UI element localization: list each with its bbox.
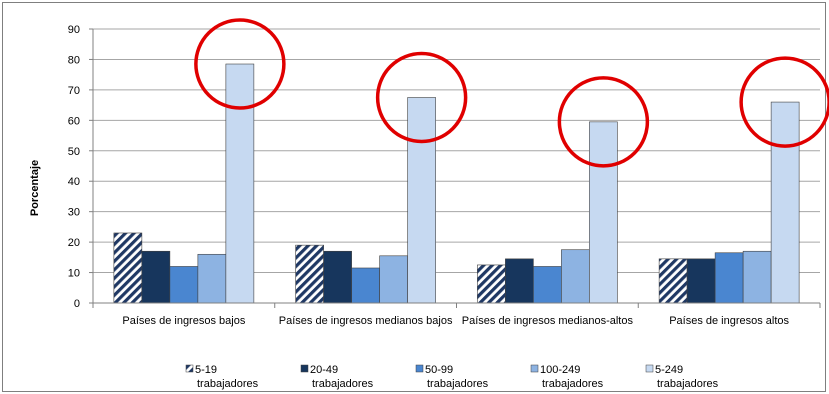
bar-5-19-trabajadores-2 (477, 264, 506, 304)
legend-swatch (415, 364, 424, 373)
bar-20-49-trabajadores-3 (686, 258, 716, 304)
legend-label: trabajadores (542, 378, 604, 390)
x-tick-label: Países de ingresos medianos-altos (462, 315, 634, 327)
y-tick-label: 90 (68, 24, 80, 36)
y-tick-label: 10 (68, 268, 80, 280)
y-tick-label: 0 (74, 298, 80, 310)
highlight-circles (194, 18, 829, 168)
y-axis-label: Porcentaje (29, 160, 41, 216)
highlight-circle (194, 18, 286, 110)
highlight-circle (557, 76, 650, 168)
bar-100-249-trabajadores-0 (197, 253, 227, 304)
legend-label: trabajadores (657, 378, 719, 390)
bar-5-249-trabajadores-2 (589, 121, 618, 304)
y-tick-label: 80 (68, 54, 80, 66)
bar-5-249-trabajadores-0 (225, 63, 255, 304)
bars (113, 63, 800, 304)
legend-swatch (645, 364, 654, 373)
bar-5-249-trabajadores-3 (770, 101, 800, 304)
legend-item: 50-99 trabajadores (415, 364, 489, 390)
y-tick-label: 30 (68, 207, 80, 219)
legend-item: 100-249 trabajadores (530, 364, 604, 390)
legend-label: 50-99 (425, 364, 453, 376)
bar-20-49-trabajadores-0 (141, 250, 171, 304)
x-axis-ticks: Países de ingresos bajos Países de ingres… (92, 303, 821, 327)
y-tick-label: 50 (68, 146, 80, 158)
bar-100-249-trabajadores-1 (379, 255, 408, 304)
y-tick-label: 70 (68, 85, 80, 97)
legend-item: 5-249 trabajadores (645, 364, 719, 390)
legend-swatch (530, 364, 539, 373)
bar-50-99-trabajadores-0 (169, 266, 199, 304)
bar-50-99-trabajadores-3 (714, 252, 744, 304)
bar-5-249-trabajadores-1 (407, 97, 436, 304)
legend-swatch (300, 364, 309, 373)
legend-label: trabajadores (427, 378, 489, 390)
y-tick-label: 60 (68, 115, 80, 127)
x-tick-label: Países de ingresos medianos bajos (279, 315, 453, 327)
bar-100-249-trabajadores-3 (742, 250, 772, 304)
legend: 5-19 trabajadores 20-49 trabajadores 50-99 tr… (185, 364, 719, 390)
legend-label: trabajadores (312, 378, 374, 390)
highlight-circle (375, 51, 468, 144)
legend-label: 5-249 (655, 364, 683, 376)
legend-label: trabajadores (197, 378, 259, 390)
legend-item: 5-19 trabajadores (185, 364, 259, 390)
bar-20-49-trabajadores-2 (505, 258, 534, 304)
bar-5-19-trabajadores-0 (113, 232, 143, 304)
bar-5-19-trabajadores-3 (658, 258, 688, 304)
highlight-circle (739, 56, 829, 148)
y-tick-label: 20 (68, 237, 80, 249)
legend-label: 20-49 (310, 364, 338, 376)
bar-20-49-trabajadores-1 (323, 250, 352, 304)
bar-100-249-trabajadores-2 (561, 249, 590, 304)
y-tick-label: 40 (68, 176, 80, 188)
x-tick-label: Países de ingresos altos (669, 315, 789, 327)
x-tick-label: Países de ingresos bajos (122, 315, 245, 327)
legend-item: 20-49 trabajadores (300, 364, 374, 390)
legend-label: 100-249 (540, 364, 580, 376)
bar-50-99-trabajadores-1 (351, 267, 380, 304)
y-axis-ticks: 0 10 20 30 40 50 60 70 80 90 (68, 24, 93, 310)
legend-label: 5-19 (195, 364, 217, 376)
bar-50-99-trabajadores-2 (533, 266, 562, 304)
bar-5-19-trabajadores-1 (295, 244, 324, 304)
legend-swatch (185, 364, 194, 373)
